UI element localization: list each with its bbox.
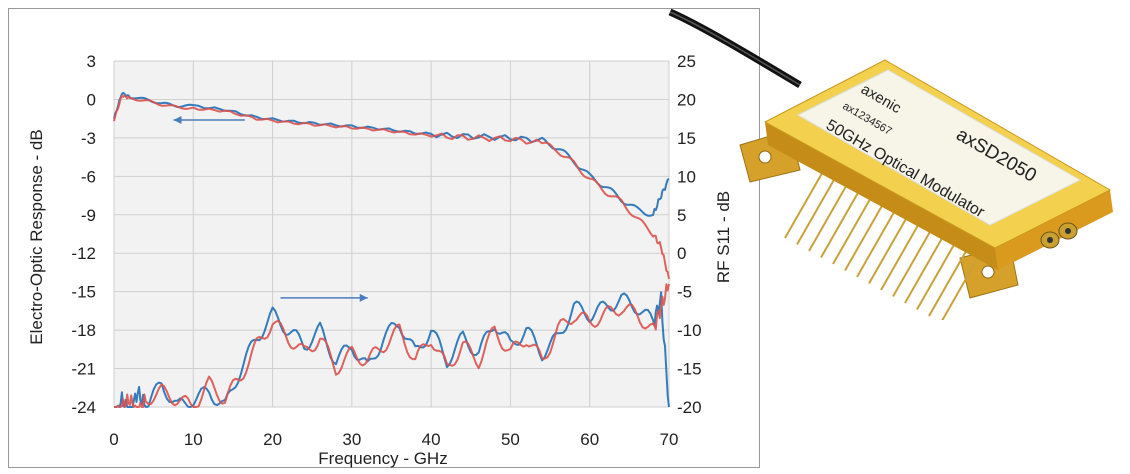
arrow-left-head — [173, 115, 182, 124]
device-pin — [868, 213, 910, 284]
device-pin — [844, 200, 886, 271]
y-right-tick-label: 0 — [677, 244, 686, 263]
device-pin — [820, 187, 862, 258]
rf-connector-2-pin — [1065, 228, 1071, 234]
y-right-tick-label: -10 — [677, 321, 702, 340]
y-left-tick-label: -24 — [71, 398, 96, 417]
y-left-tick-label: -15 — [71, 283, 96, 302]
x-tick-label: 70 — [660, 430, 679, 449]
y-left-tick-label: -9 — [81, 206, 96, 225]
device-pin — [916, 239, 958, 310]
device-pin — [880, 219, 922, 291]
device-pin — [856, 206, 898, 278]
arrow-right-head — [359, 293, 368, 302]
device-pin — [832, 193, 874, 265]
y-right-tick-label: 5 — [677, 206, 686, 225]
y-right-tick-label: 25 — [677, 52, 696, 71]
chart-svg: 0 10 20 30 40 50 60 7030-3-6-9-12-15-18-21-2425… — [27, 52, 733, 468]
y-left-tick-label: -3 — [81, 129, 96, 148]
device-body-front — [995, 190, 1113, 270]
x-tick-label: 10 — [184, 430, 203, 449]
y-right-tick-label: -20 — [677, 398, 702, 417]
ticks-group: 0 10 20 30 40 50 60 7030-3-6-9-12-15-18-21-2425… — [71, 52, 701, 449]
device-body-side — [765, 122, 998, 270]
y-right-tick-label: -5 — [677, 283, 692, 302]
device-pin — [904, 232, 946, 304]
y-left-tick-label: -18 — [71, 321, 96, 340]
x-tick-label: 60 — [580, 430, 599, 449]
x-tick-label: 30 — [342, 430, 361, 449]
y-left-tick-label: 0 — [87, 90, 96, 109]
plot-area — [114, 61, 669, 407]
device-pin — [928, 245, 970, 317]
y-left-tick-label: 3 — [87, 52, 96, 71]
rf-connector-1-pin — [1047, 237, 1053, 243]
y-left-tick-label: -6 — [81, 167, 96, 186]
device-pin — [892, 226, 934, 297]
device-pin — [796, 174, 838, 245]
modulator-device-image: axenic ax1234567 50GHz Optical Modulator… — [668, 8, 1113, 320]
y-axis-right-title: RF S11 - dB — [714, 191, 733, 283]
series-line-1 — [113, 94, 670, 280]
device-label — [796, 69, 1082, 226]
x-tick-label: 20 — [263, 430, 282, 449]
y-right-tick-label: -15 — [677, 360, 702, 379]
device-pin — [941, 252, 982, 320]
right-mount-hole — [981, 265, 995, 279]
x-tick-label: 40 — [422, 430, 441, 449]
left-mount-hole — [758, 150, 772, 164]
x-tick-label: 50 — [501, 430, 520, 449]
fiber-cable-highlight — [669, 11, 801, 86]
x-axis-title: Frequency - GHz — [318, 449, 447, 468]
y-right-tick-label: 10 — [677, 167, 696, 186]
series-group — [113, 91, 670, 408]
device-pin — [808, 180, 850, 252]
y-axis-left-title: Electro-Optic Response - dB — [27, 129, 46, 344]
y-right-tick-label: 20 — [677, 90, 696, 109]
device-pin — [784, 167, 826, 239]
y-right-tick-label: 15 — [677, 129, 696, 148]
x-tick-label: 0 — [109, 430, 118, 449]
y-left-tick-label: -12 — [71, 244, 96, 263]
arrows-group — [173, 115, 368, 302]
y-left-tick-label: -21 — [71, 360, 96, 379]
chart-frame: 0 10 20 30 40 50 60 70 3 0 -3 -6 -9 -12 -15 -18 -21 -24 25… — [8, 8, 760, 468]
grid — [113, 60, 670, 408]
series-line-3 — [114, 283, 670, 408]
